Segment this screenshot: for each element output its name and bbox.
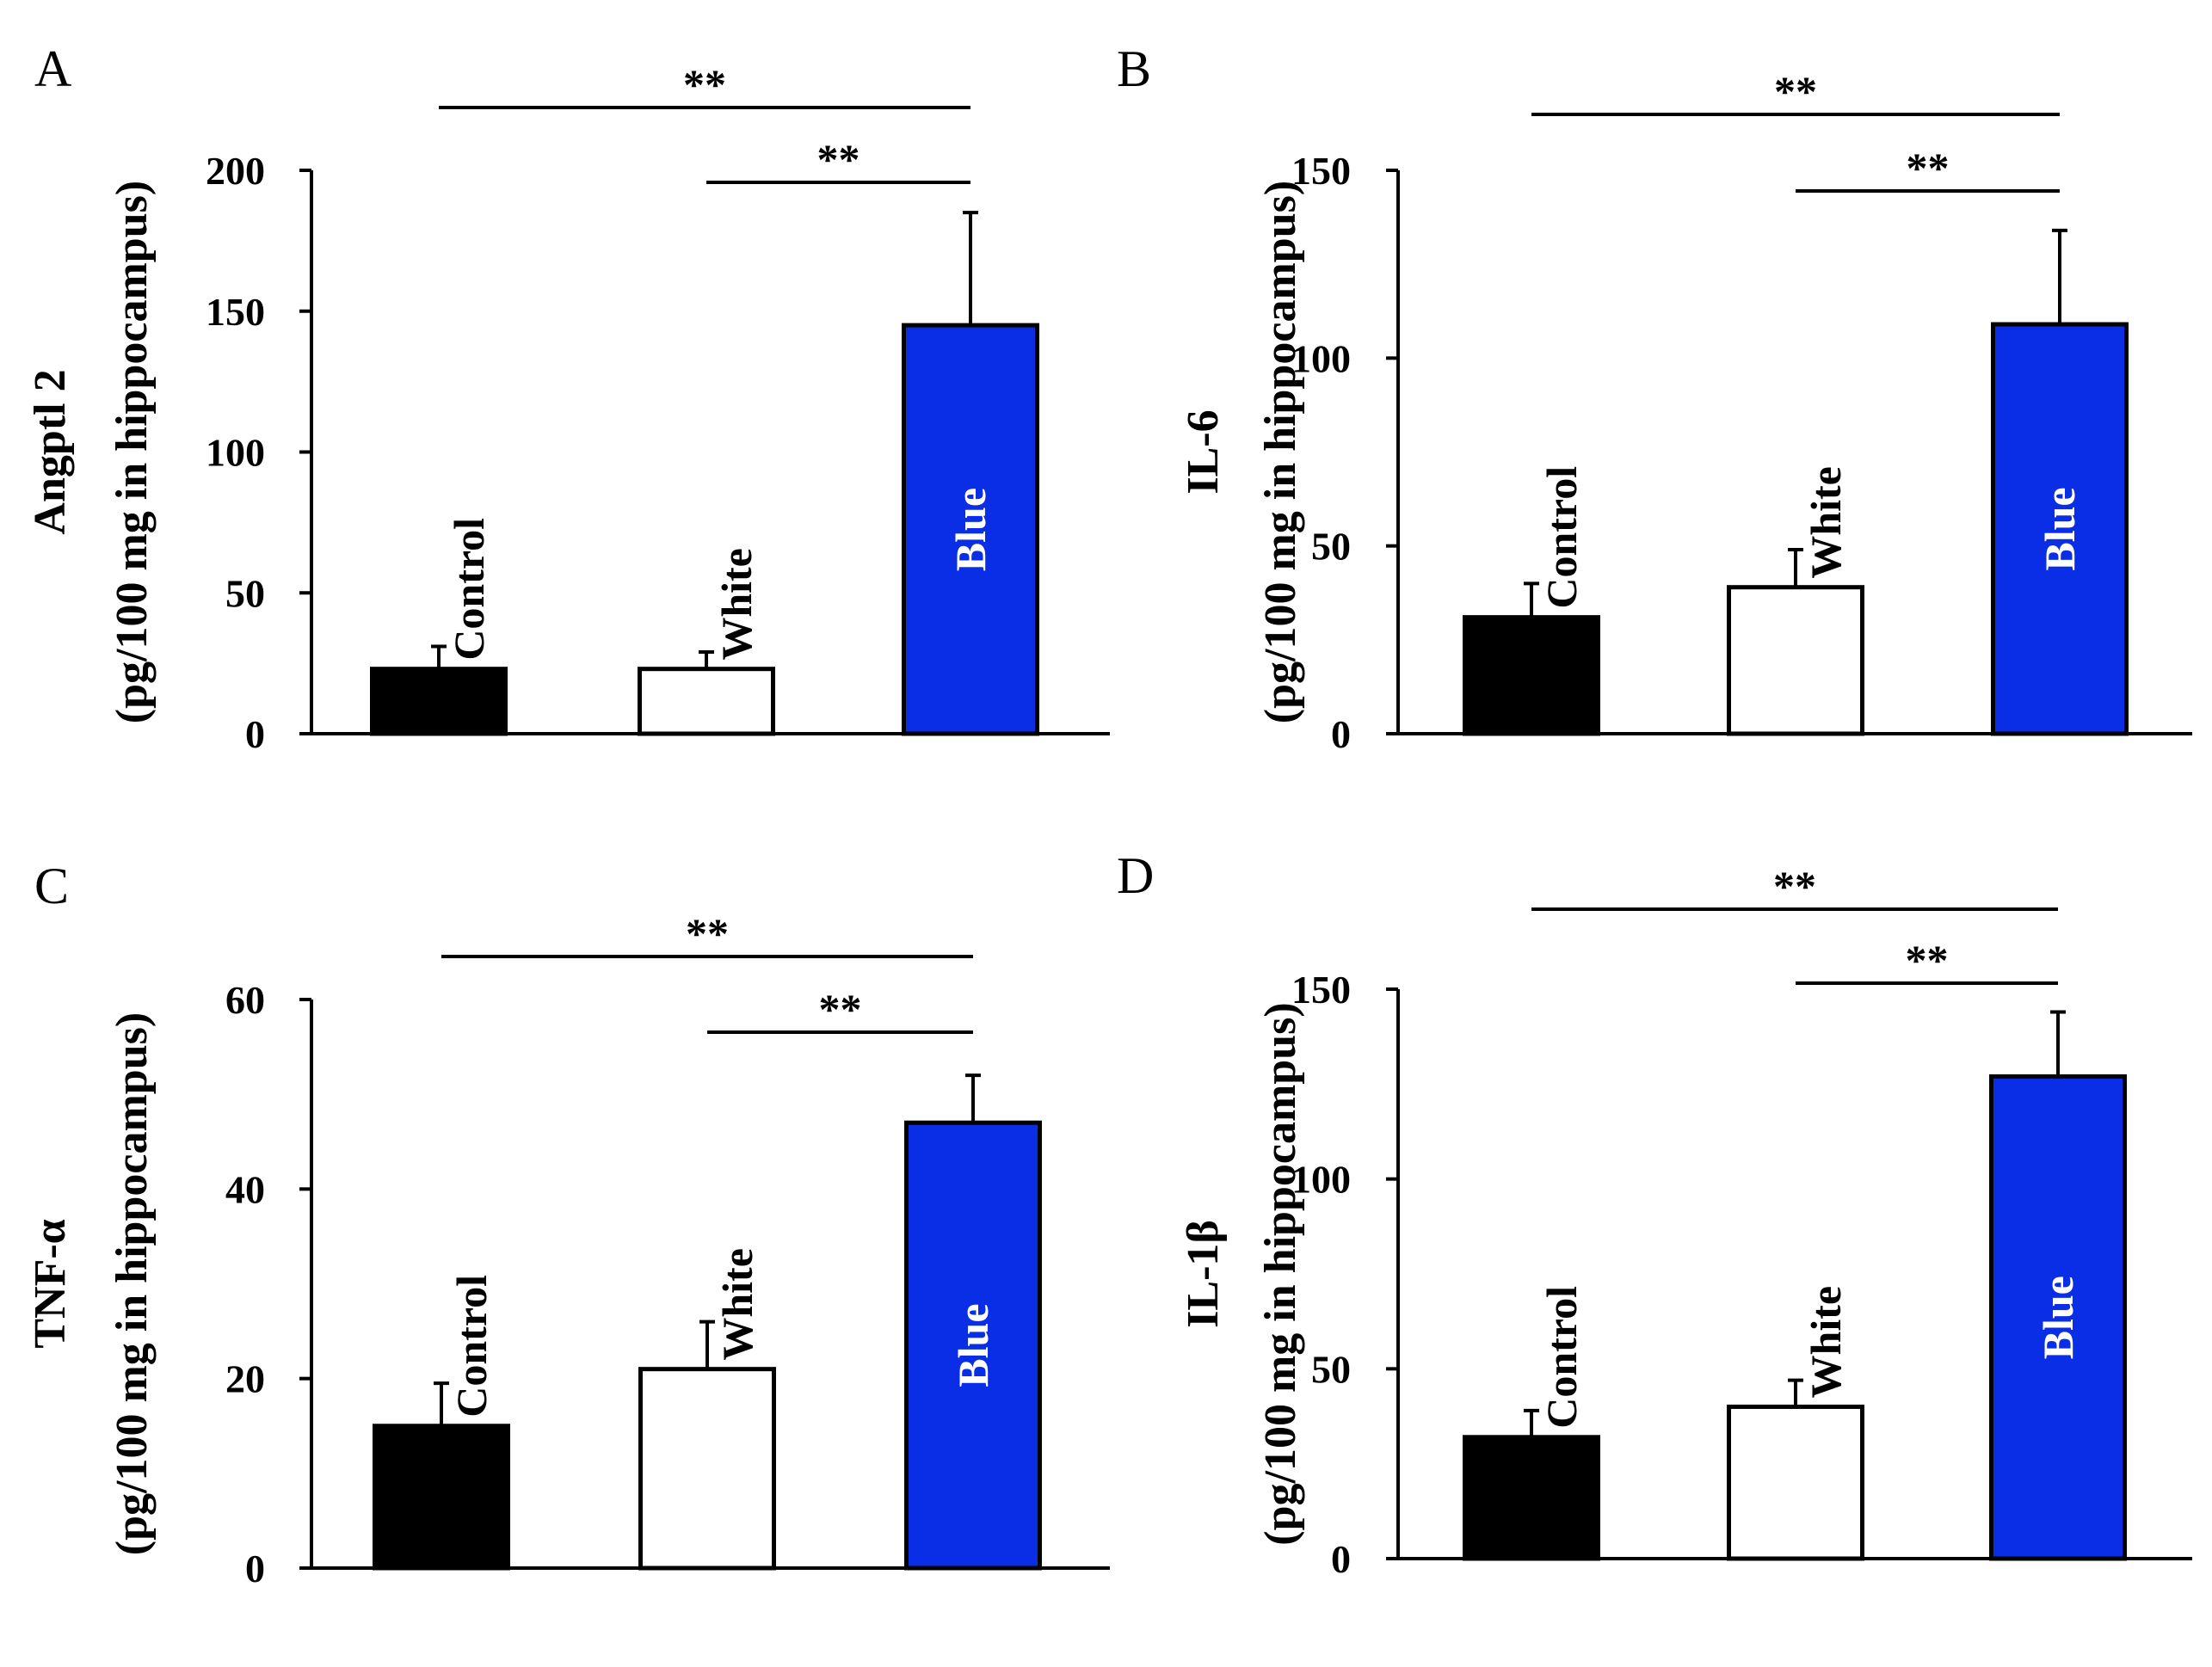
y-tick-label: 100 [206,431,265,475]
y-tick-label: 60 [225,978,265,1022]
bar-blue [1991,322,2129,736]
bar-white [1727,1404,1864,1561]
y-tick-label: 150 [206,290,265,334]
significance-label: ** [686,909,729,957]
panel-d: D 0 50 100 150 IL-1β (pg/100 mg in hippocampus… [1117,847,2192,1581]
y-tick-label: 150 [1291,968,1351,1012]
bar-control [1463,1435,1600,1561]
significance-label: ** [1773,862,1816,910]
panel-letter: D [1117,847,1154,904]
bar-blue [904,1120,1042,1571]
panel-c: C 0 20 40 60 TNF-α (pg/100 mg in hippocampus) C… [26,858,1110,1590]
y-axis-units: (pg/100 mg in hippocampus) [1256,1002,1305,1545]
panel-letter: A [34,40,71,97]
y-axis-title: TNF-α [26,1219,75,1348]
y-tick-label: 20 [225,1357,265,1401]
significance-label: ** [1774,67,1817,115]
y-tick-label: 50 [1311,525,1351,569]
bar-label-blue: Blue [2034,1276,2082,1359]
panel-a: A 0 50 100 150 200 Angptl 2 (pg/100 mg in hippo… [26,40,1110,756]
bar-label-blue: Blue [949,1303,997,1387]
bar-label-white: White [713,1248,761,1361]
bar-white [638,667,775,736]
y-tick-label: 40 [225,1167,265,1211]
significance-label: ** [1906,936,1949,984]
y-axis-units: (pg/100 mg in hippocampus) [108,181,157,723]
bar-label-control: Control [1537,1286,1586,1429]
significance-label: ** [683,60,726,108]
y-tick-label: 50 [225,571,265,615]
significance-label: ** [817,135,860,183]
bar-control [1463,615,1600,736]
y-tick-label: 0 [1331,712,1351,756]
bar-white [638,1367,776,1571]
significance-label: ** [1907,144,1950,192]
y-tick-label: 50 [1311,1347,1351,1391]
bar-label-white: White [1802,466,1850,579]
y-tick-label: 0 [245,712,265,756]
bar-blue [902,323,1039,736]
bar-white [1727,585,1864,736]
bar-control [373,1424,510,1571]
panel-letter: B [1117,40,1151,97]
bar-label-blue: Blue [946,488,995,571]
y-tick-label: 0 [245,1547,265,1590]
y-tick-label: 100 [1291,1158,1351,1202]
panel-letter: C [34,858,69,914]
y-axis-title: IL-6 [1179,409,1228,494]
bar-label-blue: Blue [2036,487,2084,570]
y-tick-label: 0 [1331,1537,1351,1581]
y-axis-units: (pg/100 mg in hippocampus) [1256,181,1305,723]
significance-label: ** [819,985,862,1033]
bar-label-control: Control [1537,466,1586,609]
panel-b: B 0 50 100 150 IL-6 (pg/100 mg in hippocampus)… [1117,40,2192,756]
y-tick-label: 150 [1291,149,1351,193]
y-axis-units: (pg/100 mg in hippocampus) [108,1012,157,1555]
bar-control [370,667,508,736]
bar-label-white: White [712,548,761,661]
y-axis-title: IL-1β [1179,1220,1228,1328]
bar-label-control: Control [445,518,493,661]
y-tick-label: 100 [1291,336,1351,380]
bar-label-white: White [1802,1286,1850,1399]
y-axis-title: Angptl 2 [26,369,75,534]
bar-label-control: Control [447,1275,496,1418]
bar-blue [1989,1074,2127,1561]
y-tick-label: 200 [206,149,265,193]
